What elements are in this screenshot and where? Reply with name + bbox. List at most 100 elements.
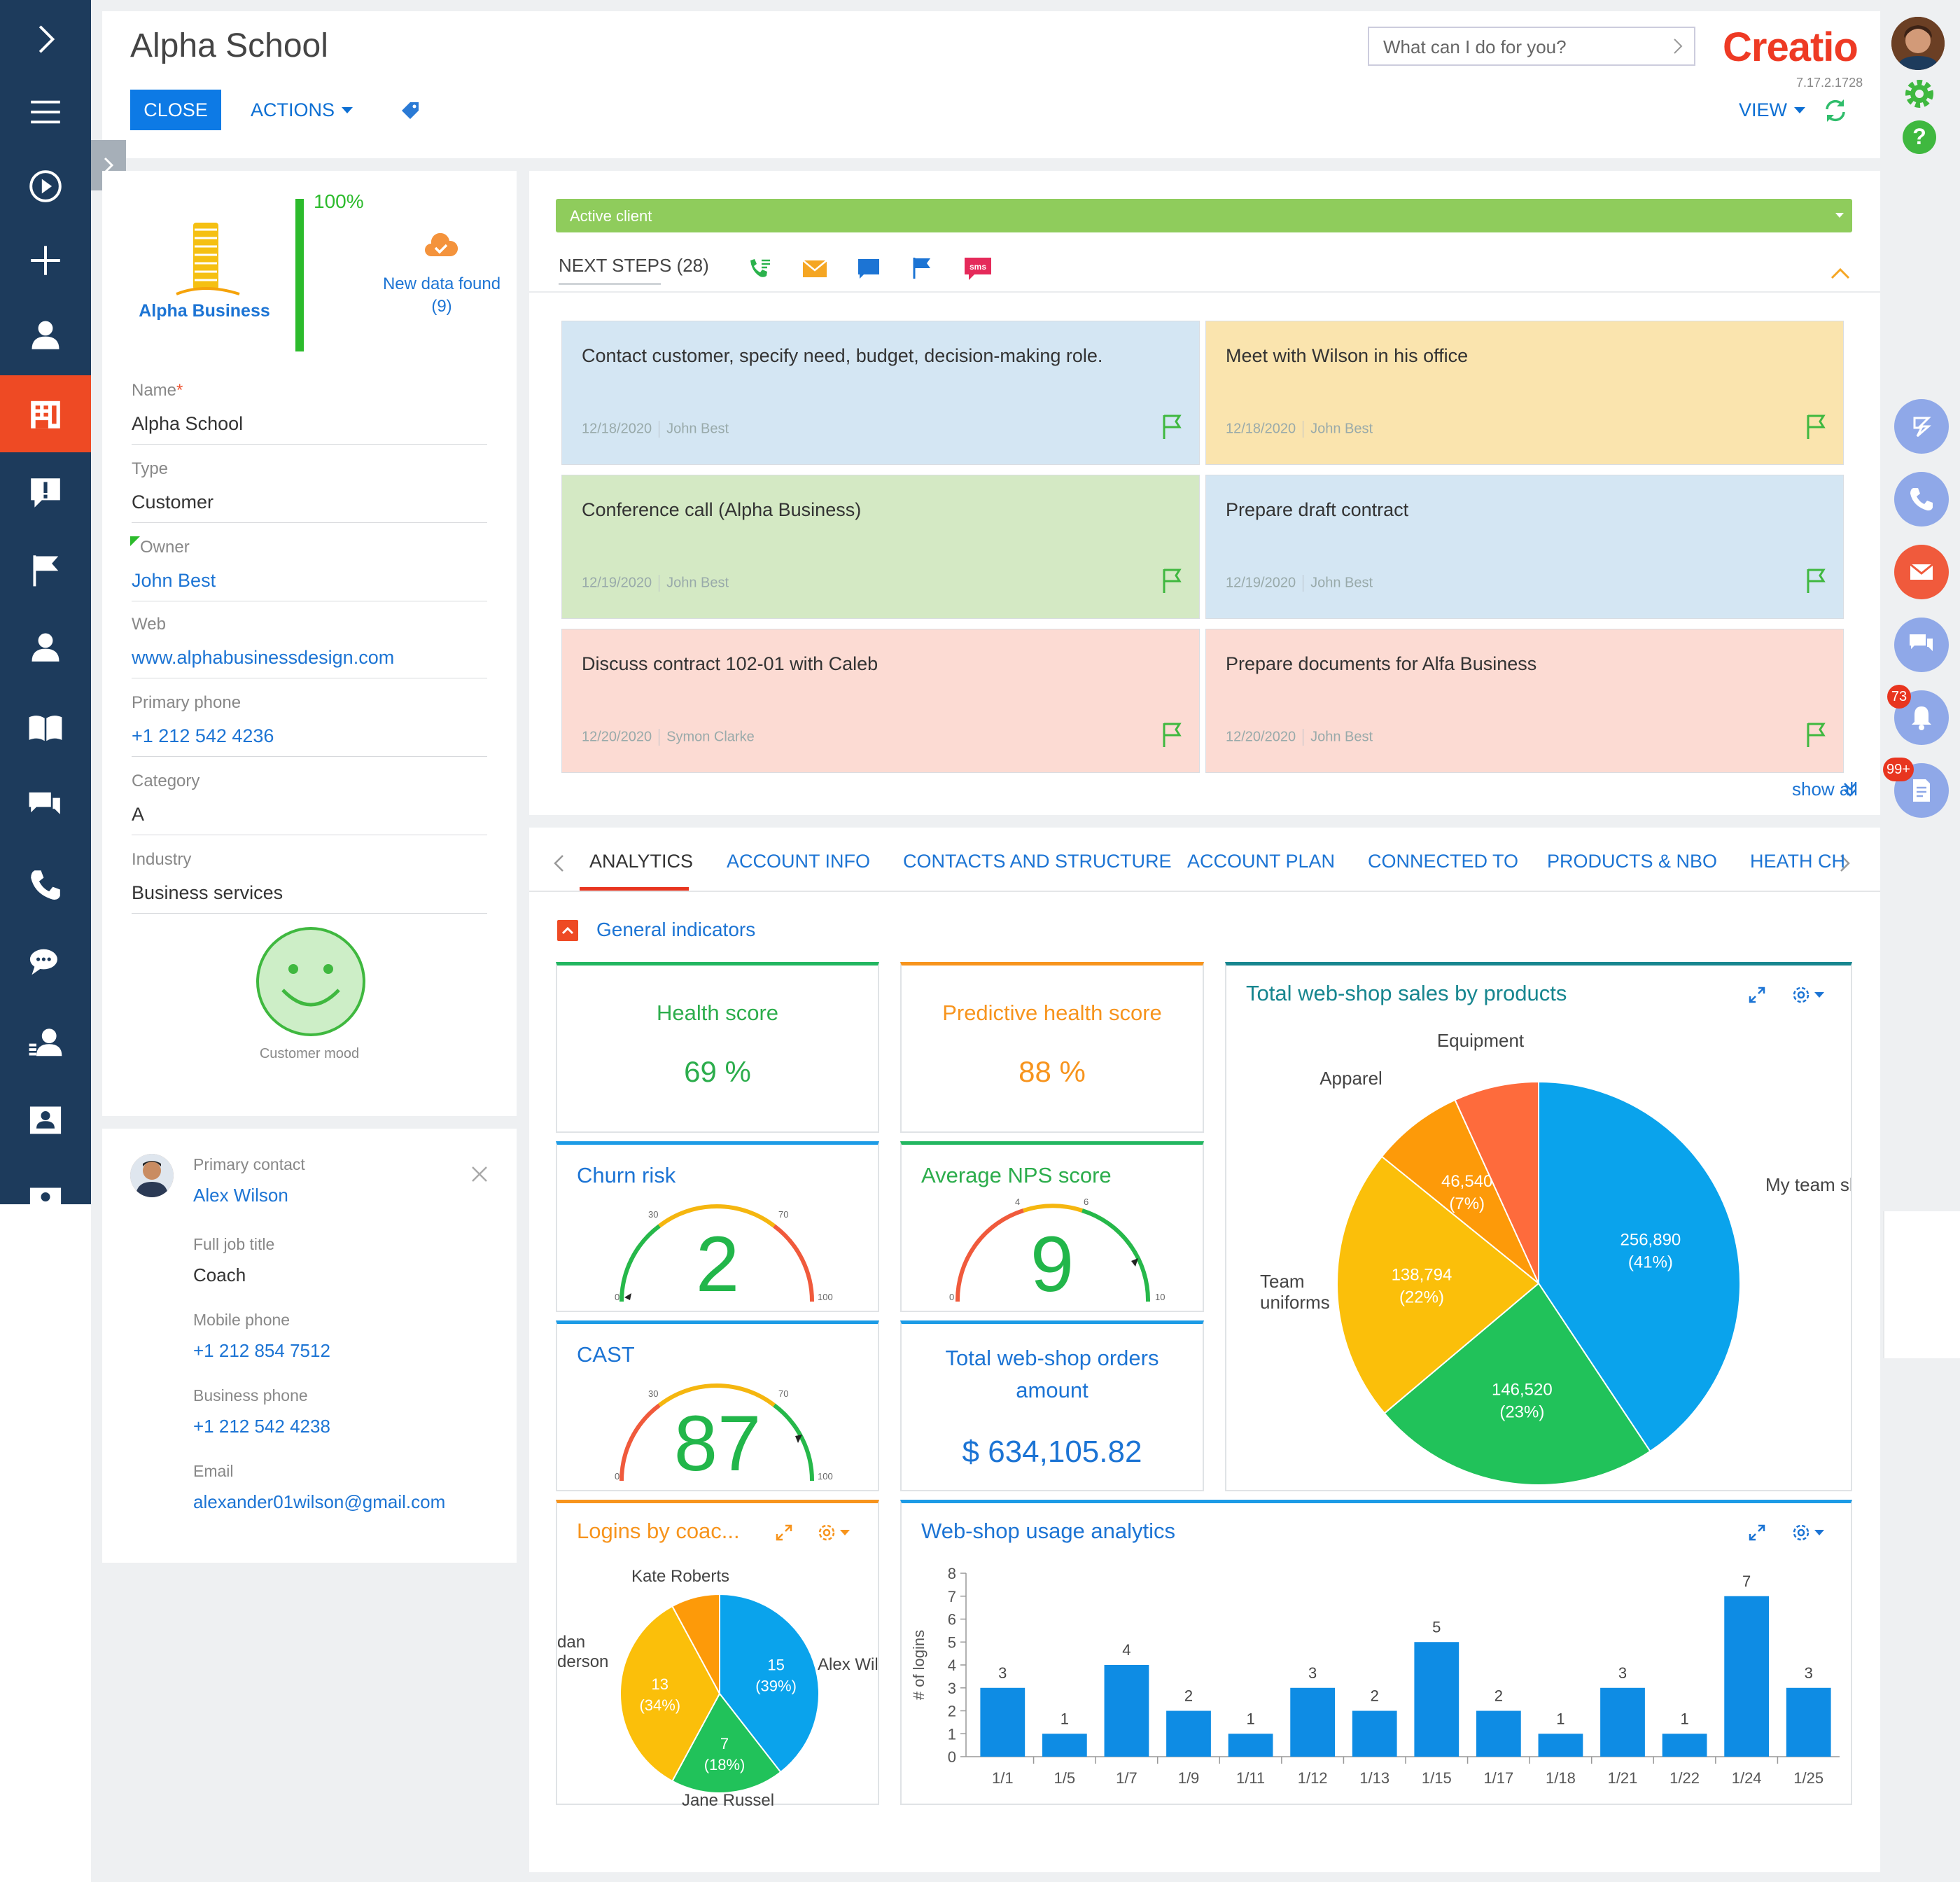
- expand-icon[interactable]: [1747, 985, 1767, 1005]
- name-value[interactable]: Alpha School: [132, 413, 244, 434]
- knowledge-base-icon[interactable]: [0, 690, 91, 766]
- tab-heath-ch[interactable]: HEATH CH: [1750, 851, 1846, 872]
- next-steps-panel-icon[interactable]: [1894, 399, 1949, 454]
- menu-icon[interactable]: [0, 74, 91, 150]
- flag-icon[interactable]: [1161, 568, 1182, 594]
- settings-gear-icon[interactable]: [1791, 984, 1827, 1006]
- new-data-found-link[interactable]: New data found (9): [382, 274, 501, 316]
- tag-icon[interactable]: [399, 99, 421, 122]
- calls-icon[interactable]: [0, 847, 91, 923]
- email-panel-icon[interactable]: [1894, 545, 1949, 599]
- tab-account-info[interactable]: ACCOUNT INFO: [727, 851, 871, 872]
- help-icon[interactable]: ?: [1901, 119, 1938, 155]
- tab-contacts-and-structure[interactable]: CONTACTS AND STRUCTURE: [903, 851, 1172, 872]
- leads-icon[interactable]: [0, 609, 91, 685]
- next-step-card[interactable]: Meet with Wilson in his office 12/18/2020…: [1205, 321, 1844, 465]
- phone-value[interactable]: +1 212 542 4236: [132, 725, 274, 746]
- flag-icon[interactable]: [911, 256, 932, 280]
- chat-panel-icon[interactable]: [1894, 618, 1949, 672]
- bar[interactable]: [1786, 1687, 1831, 1757]
- type-value[interactable]: Customer: [132, 492, 214, 513]
- call-icon[interactable]: [748, 256, 773, 280]
- accounts-icon[interactable]: [0, 375, 91, 452]
- actions-button[interactable]: ACTIONS: [251, 99, 354, 121]
- collapse-group-icon[interactable]: [557, 920, 578, 941]
- tab-products-nbo[interactable]: PRODUCTS & NBO: [1547, 851, 1718, 872]
- pie-slice[interactable]: [1336, 1155, 1540, 1414]
- web-value[interactable]: www.alphabusinessdesign.com: [132, 647, 395, 668]
- pie-slice[interactable]: [671, 1692, 782, 1794]
- next-step-card[interactable]: Prepare draft contract 12/19/2020 John Bes…: [1205, 475, 1844, 619]
- expand-icon[interactable]: [0, 1, 91, 77]
- chats-icon[interactable]: [0, 924, 91, 1000]
- expand-icon[interactable]: [774, 1523, 794, 1542]
- partners-icon[interactable]: [0, 1162, 91, 1204]
- bar[interactable]: [1104, 1665, 1149, 1757]
- pie-slice[interactable]: [671, 1593, 720, 1694]
- bar[interactable]: [1538, 1734, 1583, 1757]
- email-icon[interactable]: [802, 259, 827, 279]
- next-step-card[interactable]: Discuss contract 102-01 with Caleb 12/20/…: [561, 629, 1200, 773]
- bar[interactable]: [1476, 1710, 1521, 1757]
- flag-icon[interactable]: [1805, 568, 1826, 594]
- bar[interactable]: [1166, 1710, 1211, 1757]
- pie-slice[interactable]: [719, 1593, 820, 1773]
- bar[interactable]: [1600, 1687, 1645, 1757]
- next-step-card[interactable]: Conference call (Alpha Business) 12/19/20…: [561, 475, 1200, 619]
- portal-users-icon[interactable]: [0, 1082, 91, 1158]
- bar[interactable]: [1228, 1734, 1273, 1757]
- pie-slice[interactable]: [1380, 1099, 1539, 1284]
- close-icon[interactable]: [470, 1165, 489, 1183]
- contacts-icon[interactable]: [0, 297, 91, 372]
- bar[interactable]: [1414, 1642, 1460, 1757]
- settings-gear-icon[interactable]: [816, 1521, 853, 1544]
- group-title[interactable]: General indicators: [596, 919, 756, 940]
- tab-analytics[interactable]: ANALYTICS: [589, 851, 694, 872]
- expand-icon[interactable]: [1747, 1523, 1767, 1542]
- refresh-icon[interactable]: [1821, 97, 1849, 125]
- bar[interactable]: [1352, 1710, 1397, 1757]
- next-step-card[interactable]: Prepare documents for Alfa Business 12/20…: [1205, 629, 1844, 773]
- business-phone-value[interactable]: +1 212 542 4238: [193, 1416, 330, 1437]
- view-button[interactable]: VIEW: [1739, 99, 1806, 121]
- contact-name[interactable]: Alex Wilson: [193, 1185, 288, 1206]
- stage-bar[interactable]: Active client: [556, 199, 1852, 232]
- flag-icon[interactable]: [0, 532, 91, 608]
- pie-slice[interactable]: [1454, 1080, 1539, 1284]
- settings-gear-icon[interactable]: [1901, 76, 1938, 112]
- bar[interactable]: [1042, 1734, 1087, 1757]
- close-button[interactable]: CLOSE: [130, 90, 221, 130]
- cases-icon[interactable]: [0, 455, 91, 531]
- chevron-left-icon[interactable]: [552, 853, 566, 874]
- pie-slice[interactable]: [1383, 1282, 1651, 1486]
- user-avatar[interactable]: [1891, 17, 1945, 70]
- tab-account-plan[interactable]: ACCOUNT PLAN: [1187, 851, 1336, 872]
- bar[interactable]: [1724, 1596, 1770, 1757]
- tab-connected-to[interactable]: CONNECTED TO: [1368, 851, 1519, 872]
- flag-icon[interactable]: [1805, 414, 1826, 440]
- command-search-input[interactable]: What can I do for you?: [1368, 27, 1695, 66]
- email-value[interactable]: alexander01wilson@gmail.com: [193, 1491, 446, 1512]
- mobile-phone-value[interactable]: +1 212 854 7512: [193, 1340, 330, 1361]
- category-value[interactable]: A: [132, 804, 145, 825]
- employees-icon[interactable]: [0, 1005, 91, 1081]
- feed-icon[interactable]: [0, 767, 91, 843]
- sms-icon[interactable]: sms: [963, 256, 993, 281]
- settings-gear-icon[interactable]: [1791, 1521, 1827, 1544]
- message-icon[interactable]: [857, 258, 881, 280]
- owner-value[interactable]: John Best: [132, 570, 216, 591]
- add-icon[interactable]: [0, 223, 91, 298]
- industry-value[interactable]: Business services: [132, 882, 284, 903]
- chevron-up-icon[interactable]: [1830, 266, 1851, 280]
- flag-icon[interactable]: [1161, 414, 1182, 440]
- process-play-icon[interactable]: [0, 148, 91, 224]
- bar[interactable]: [1290, 1687, 1336, 1757]
- flag-icon[interactable]: [1805, 722, 1826, 748]
- pie-slice[interactable]: [620, 1605, 721, 1783]
- chevron-right-icon[interactable]: [1838, 853, 1852, 874]
- next-step-card[interactable]: Contact customer, specify need, budget, …: [561, 321, 1200, 465]
- phone-panel-icon[interactable]: [1894, 472, 1949, 527]
- bar[interactable]: [980, 1687, 1026, 1757]
- flag-icon[interactable]: [1161, 722, 1182, 748]
- show-all-label[interactable]: show all: [1792, 779, 1858, 800]
